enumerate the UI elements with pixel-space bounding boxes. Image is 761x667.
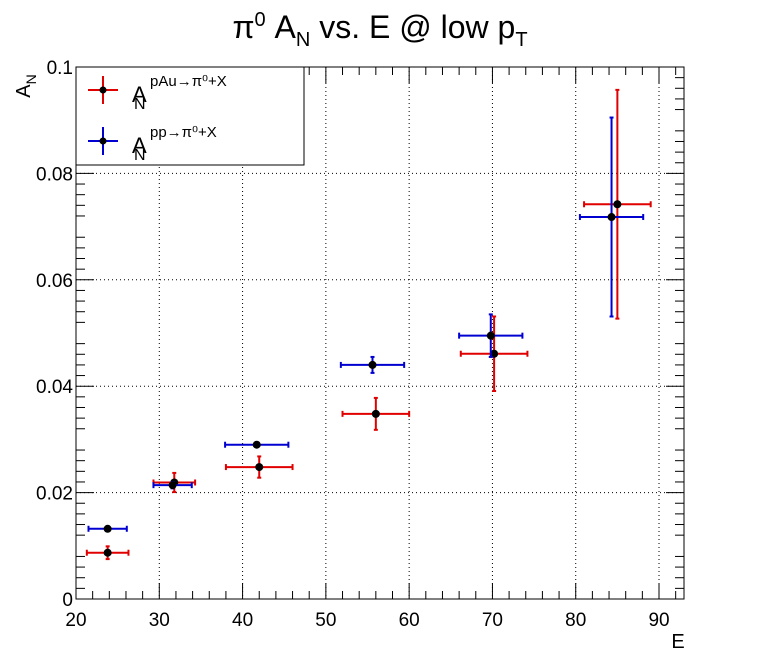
legend-label-pp-main: A	[132, 133, 147, 158]
legend-marker-dot-pau	[99, 86, 107, 94]
data-point	[368, 360, 377, 369]
y-tick-label: 0.08	[36, 164, 73, 185]
legend-marker-dot-pp	[99, 137, 107, 145]
x-tick-label: 40	[232, 610, 253, 631]
legend-label-pau-sub: N	[134, 96, 146, 113]
legend-label-pau: ANpAu→π⁰+X	[132, 73, 227, 113]
y-axis-title-main: A	[13, 84, 35, 98]
title-pi-sup: 0	[255, 9, 266, 31]
x-tick-label: 20	[65, 610, 86, 631]
x-tick-label: 60	[399, 610, 420, 631]
x-tick-label: 50	[315, 610, 336, 631]
plot-frame	[75, 66, 685, 600]
title-middle: vs. E @ low p	[310, 9, 515, 45]
series-layer	[85, 88, 652, 561]
data-point	[103, 524, 112, 533]
y-axis-title: AN	[13, 74, 39, 97]
y-tick-label: 0.06	[36, 271, 73, 292]
title-pi: π	[232, 9, 254, 45]
data-point	[371, 409, 380, 418]
data-point	[607, 213, 616, 222]
y-tick-label: 0	[62, 590, 73, 611]
legend-entry-pau: ANpAu→π⁰+X	[88, 73, 227, 113]
x-tick-label: 70	[482, 610, 503, 631]
legend-label-pau-main: A	[132, 82, 147, 107]
data-point	[255, 463, 264, 472]
legend-label-pau-sup: pAu→π⁰+X	[150, 73, 227, 90]
title-a-sub: N	[296, 29, 310, 51]
legend-label-pp-sub: N	[134, 147, 146, 164]
axis-ticks: 20 30 40 50 60 70 80 90 0 0.02 0.04 0.06 0.08 0.1	[36, 58, 684, 631]
y-tick-label: 0.02	[36, 484, 73, 505]
y-tick-label: 0.04	[36, 377, 73, 398]
legend-label-pp: ANpp→π⁰+X	[132, 124, 217, 164]
data-point	[486, 331, 495, 340]
x-tick-label: 80	[565, 610, 586, 631]
x-tick-label: 30	[149, 610, 170, 631]
data-point	[252, 440, 261, 449]
data-point	[103, 548, 112, 557]
x-axis-title: E	[671, 631, 684, 653]
legend-label-pp-sup: pp→π⁰+X	[150, 124, 217, 141]
legend-entry-pp: ANpp→π⁰+X	[88, 124, 217, 164]
data-point	[490, 349, 499, 358]
chart-title: π0 AN vs. E @ low pT	[232, 9, 527, 51]
y-tick-label: 0.1	[47, 58, 73, 79]
series-pau	[85, 88, 652, 561]
data-point	[613, 200, 622, 209]
series-pp	[87, 116, 645, 533]
x-tick-label: 90	[648, 610, 669, 631]
y-axis-title-sub: N	[23, 74, 39, 84]
legend: ANpAu→π⁰+X ANpp→π⁰+X	[75, 66, 305, 166]
legend-box	[75, 66, 305, 166]
data-point	[168, 481, 177, 490]
title-p-sub: T	[515, 29, 527, 51]
title-a: A	[266, 9, 297, 45]
